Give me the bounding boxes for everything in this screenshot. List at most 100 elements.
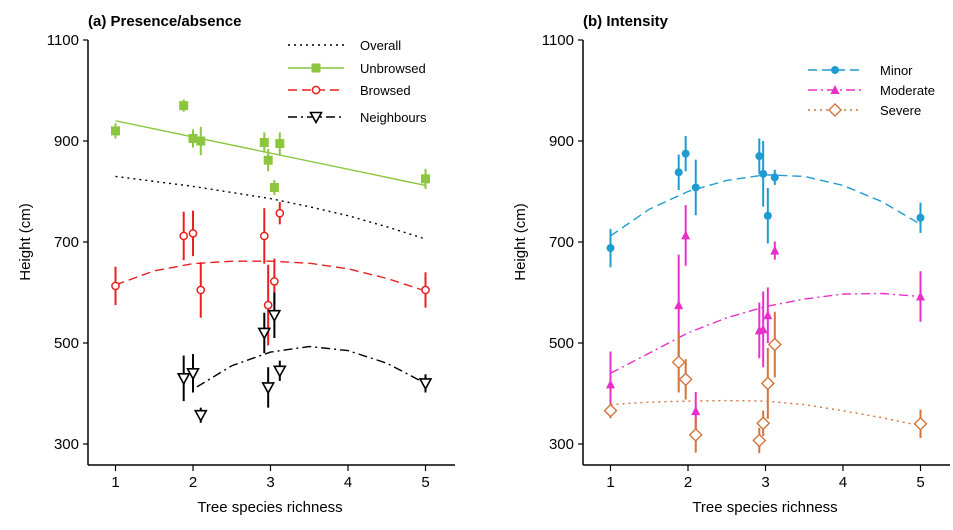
fitted-curve-unbrowsed [115, 120, 426, 187]
data-point [188, 229, 198, 238]
data-point [275, 139, 285, 149]
legend-label: Browsed [360, 83, 411, 98]
data-point [688, 427, 703, 442]
y-tick-label: 900 [549, 133, 574, 150]
data-point [263, 300, 273, 310]
legend-label: Neighbours [360, 110, 427, 125]
y-tick-label: 700 [549, 234, 574, 251]
data-point [752, 433, 767, 448]
legend-marker [831, 66, 839, 74]
data-point [674, 168, 683, 177]
x-tick-label: 4 [344, 474, 352, 491]
data-point [418, 378, 433, 391]
legend-label: Unbrowsed [360, 61, 426, 76]
data-point [270, 277, 279, 286]
legend-entry-browsed: Browsed [288, 83, 411, 98]
data-point [263, 155, 273, 165]
fitted-curve-moderate [610, 292, 921, 374]
data-point [111, 281, 120, 291]
x-tick-label: 5 [421, 474, 429, 491]
x-tick-label: 2 [684, 474, 692, 491]
fitted-curve-neighbours [196, 345, 426, 388]
data-point [770, 173, 779, 182]
panel-a-title: (a) Presence/absence [88, 13, 241, 30]
panel-b-xlabel: Tree species richness [692, 499, 837, 516]
y-tick-label: 500 [54, 335, 79, 352]
data-point [275, 208, 285, 218]
data-point [193, 409, 208, 423]
data-point [758, 324, 768, 334]
series-severe [603, 311, 928, 454]
legend-entry-overall: Overall [288, 38, 401, 53]
y-tick-label: 700 [54, 234, 79, 251]
y-tick-label: 900 [54, 133, 79, 150]
legend-label: Moderate [880, 83, 935, 98]
data-point [261, 382, 276, 395]
data-point [671, 355, 686, 370]
panel-b-ylabel: Height (cm) [512, 203, 529, 281]
data-point [111, 126, 120, 136]
data-point [763, 310, 773, 320]
data-point [176, 373, 191, 386]
data-point [691, 406, 701, 416]
series-neighbours [176, 292, 433, 423]
legend-marker [311, 63, 321, 73]
legend-marker [828, 103, 842, 117]
data-point [259, 138, 269, 148]
series-unbrowsed [111, 99, 430, 196]
fitted-curve-overall [115, 175, 426, 240]
legend-label: Overall [360, 38, 401, 53]
data-point [267, 309, 282, 323]
x-tick-label: 1 [606, 474, 614, 491]
y-tick-label: 300 [54, 436, 79, 453]
legend-entry-moderate: Moderate [808, 83, 935, 98]
legend-marker [309, 111, 323, 125]
series-browsed [111, 202, 430, 346]
y-tick-label: 300 [549, 436, 574, 453]
data-point [606, 379, 615, 389]
panel-a-ylabel: Height (cm) [17, 203, 34, 281]
data-point [760, 376, 775, 391]
x-tick-label: 5 [916, 474, 924, 491]
fitted-curve-severe [610, 399, 921, 427]
legend-entry-severe: Severe [808, 103, 921, 118]
series-minor [606, 135, 925, 268]
data-point [678, 372, 693, 387]
data-point [763, 211, 772, 220]
panel-a: (a) Presence/absence Tree species richne… [17, 13, 455, 516]
data-point [755, 152, 764, 161]
data-point [186, 367, 200, 381]
data-point [606, 244, 615, 253]
x-tick-label: 4 [839, 474, 847, 491]
data-point [179, 101, 189, 111]
legend-marker [830, 85, 840, 94]
data-point [681, 230, 691, 240]
y-tick-label: 1100 [542, 32, 574, 49]
data-point [603, 403, 618, 418]
fitted-curve-browsed [115, 260, 426, 292]
data-point [188, 133, 198, 143]
series-overall [115, 175, 426, 240]
x-tick-label: 1 [111, 474, 119, 491]
series-moderate [606, 205, 925, 431]
data-point [269, 182, 279, 192]
legend-marker [311, 85, 321, 95]
data-point [913, 416, 928, 431]
legend-entry-minor: Minor [808, 63, 913, 78]
panel-b-title: (b) Intensity [583, 13, 669, 30]
data-point [196, 285, 206, 295]
data-point [421, 285, 430, 295]
data-point [770, 245, 780, 255]
data-point [756, 416, 771, 431]
data-point [259, 231, 269, 241]
panel-b: (b) Intensity Tree species richness Heig… [512, 13, 950, 516]
x-tick-label: 2 [189, 474, 197, 491]
data-point [421, 174, 430, 184]
data-point [674, 300, 684, 310]
data-point [759, 169, 768, 178]
legend-entry-unbrowsed: Unbrowsed [288, 61, 426, 76]
y-tick-label: 500 [549, 335, 574, 352]
data-point [257, 327, 272, 341]
